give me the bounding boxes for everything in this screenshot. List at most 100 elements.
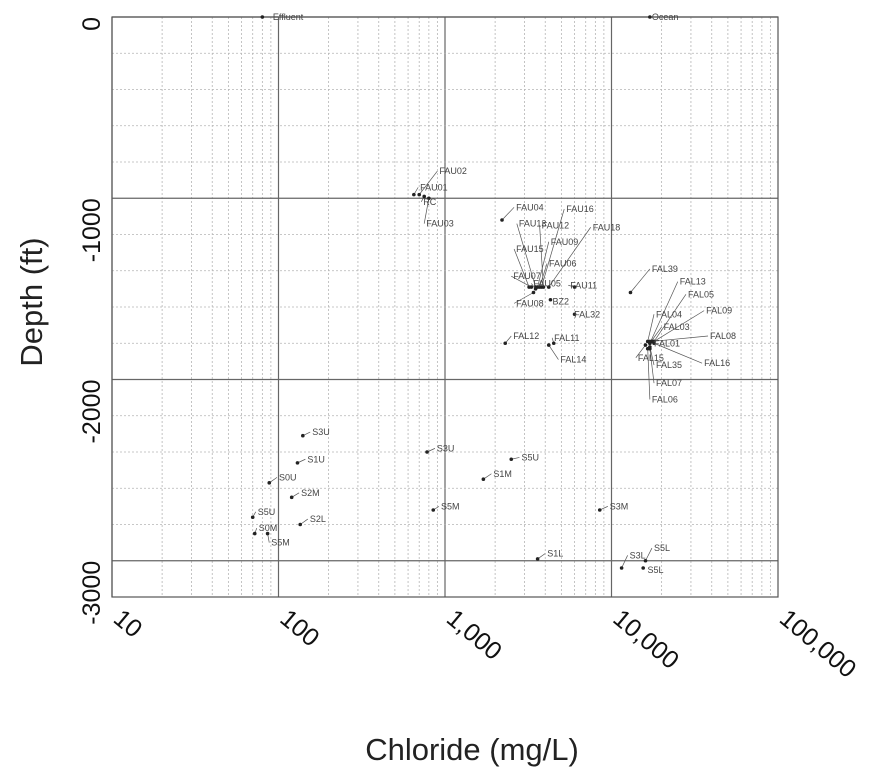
data-point — [597, 508, 602, 512]
point-label: FAL05 — [688, 289, 714, 299]
point-label: FAL39 — [652, 264, 678, 274]
data-point — [548, 297, 553, 302]
data-point — [546, 343, 551, 347]
data-point — [417, 192, 422, 197]
point-label: S5L — [654, 543, 670, 553]
label-leader-line — [647, 314, 655, 342]
label-leader-line — [621, 555, 628, 569]
point-label: Effluent — [273, 12, 304, 22]
point-label: S2L — [310, 514, 326, 524]
label-leader-line — [635, 344, 646, 358]
point-label: S5U — [258, 507, 276, 517]
data-point — [529, 285, 534, 289]
point-label: FAU18 — [593, 222, 621, 232]
data-point — [503, 341, 508, 346]
point-label: FAL07 — [656, 378, 682, 388]
point-label: FAL16 — [704, 358, 730, 368]
label-leader-line — [653, 342, 703, 364]
point-label: FAL13 — [680, 277, 706, 287]
data-point — [541, 285, 546, 289]
data-point — [260, 15, 265, 19]
data-points — [250, 15, 709, 570]
point-label: FAU16 — [566, 204, 594, 214]
point-label: FAL06 — [652, 394, 678, 404]
point-label: RC — [423, 197, 436, 207]
label-leader-line — [541, 209, 565, 288]
data-point — [289, 495, 294, 500]
point-label: FAU03 — [426, 219, 454, 229]
y-tick-label: -1000 — [78, 198, 106, 262]
label-leader-line — [649, 281, 679, 344]
data-point — [412, 192, 416, 197]
data-point — [648, 339, 652, 344]
y-tick-label: -2000 — [78, 380, 106, 444]
point-label: Ocean — [652, 12, 679, 22]
label-leader-line — [501, 207, 515, 221]
point-label: S0U — [279, 472, 297, 482]
point-label: S3M — [610, 501, 629, 511]
grid-lines — [111, 16, 778, 598]
point-label: BZ2 — [552, 297, 569, 307]
point-label: FAL04 — [656, 309, 682, 319]
data-point — [301, 433, 305, 438]
label-leader-line — [513, 248, 530, 288]
data-point — [431, 508, 436, 512]
point-label: FAL12 — [513, 331, 539, 341]
label-leader-line — [548, 344, 559, 360]
point-label: S0M — [259, 523, 278, 533]
data-point — [267, 481, 272, 485]
data-point — [643, 343, 648, 347]
point-label: FAU12 — [542, 220, 570, 230]
point-label: S2M — [301, 488, 320, 498]
data-point — [645, 346, 650, 351]
data-point — [531, 290, 536, 295]
point-label: FAU04 — [516, 202, 544, 212]
point-label: FAL15 — [638, 353, 664, 363]
point-label: FAU05 — [533, 278, 561, 288]
data-point — [481, 477, 486, 481]
label-leader-line — [537, 241, 550, 288]
label-leader-line — [653, 310, 705, 342]
label-leader-line — [653, 294, 687, 342]
data-point — [252, 531, 257, 536]
point-label: S5U — [521, 452, 539, 462]
label-leader-line — [418, 170, 438, 195]
point-label: FAL11 — [554, 333, 579, 343]
data-point — [619, 566, 624, 570]
data-point — [572, 312, 577, 317]
point-label: S5M — [441, 501, 460, 511]
label-leader-line — [645, 547, 653, 561]
point-label: S1L — [547, 549, 563, 559]
data-point — [643, 558, 648, 563]
point-label: FAL14 — [560, 355, 586, 365]
data-point — [500, 218, 504, 222]
label-leader-line — [516, 223, 536, 288]
point-label: FAL03 — [664, 322, 690, 332]
label-leader-line — [651, 335, 709, 342]
point-label: S5M — [271, 538, 290, 548]
label-leader-line — [513, 292, 534, 304]
label-leader-line — [511, 275, 532, 288]
label-leader-line — [647, 348, 651, 400]
point-label: FAL35 — [656, 360, 682, 370]
label-leader-line — [630, 268, 651, 293]
data-point — [628, 290, 633, 295]
data-point — [641, 566, 645, 570]
point-label: FAL08 — [710, 331, 736, 341]
label-leader-line — [423, 198, 430, 224]
data-point — [652, 341, 656, 346]
point-label: FAU13 — [519, 219, 547, 229]
data-point — [648, 15, 652, 19]
point-label: FAU09 — [551, 237, 579, 247]
data-point — [535, 557, 540, 561]
point-label: FAU01 — [420, 182, 448, 192]
point-label: S3L — [630, 550, 646, 560]
data-point — [250, 515, 255, 520]
point-label: S1M — [493, 469, 512, 479]
data-point — [295, 461, 300, 465]
point-label: FAU02 — [439, 166, 467, 176]
data-point — [509, 457, 514, 462]
data-point — [425, 450, 429, 454]
